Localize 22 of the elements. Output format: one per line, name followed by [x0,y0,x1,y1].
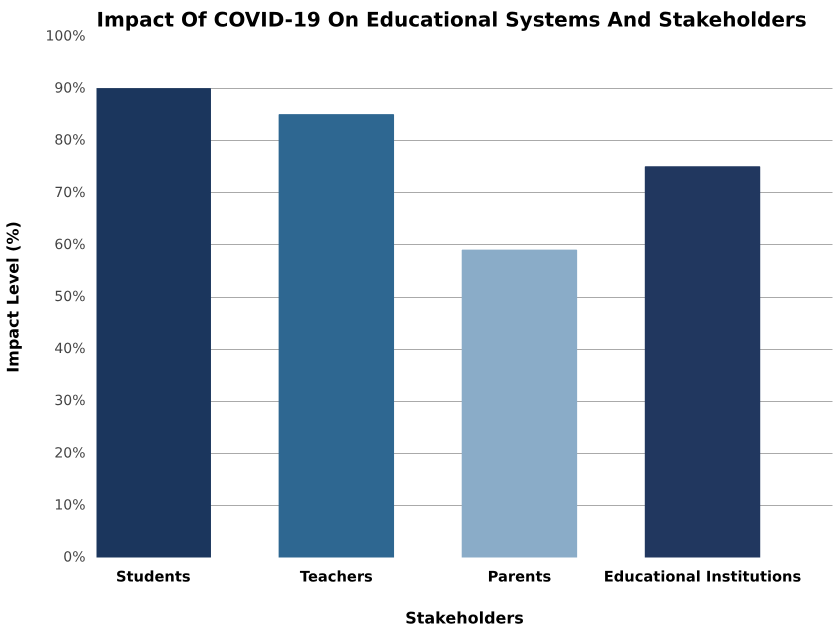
y-tick-label: 10% [54,497,86,514]
bar [96,88,211,558]
y-tick-label: 20% [54,445,86,462]
y-tick-label: 60% [54,236,86,253]
y-tick-label: 90% [54,80,86,97]
x-tick-label: Parents [488,568,552,586]
x-tick-label: Teachers [300,568,374,586]
y-axis-title: Impact Level (%) [3,221,22,373]
bar [644,166,760,558]
y-tick-label: 30% [54,393,86,410]
y-tick-label: 70% [54,184,86,201]
y-tick-label: 40% [54,341,86,358]
x-axis-title: Stakeholders [405,608,524,628]
y-tick-label: 80% [54,132,86,149]
bar [278,114,394,558]
y-tick-label: 50% [54,289,86,305]
bar [462,250,578,558]
x-tick-label: Educational Institutions [604,568,802,586]
x-tick-label: Students [116,568,191,586]
y-tick-label: 0% [63,550,86,566]
y-tick-label: 100% [45,28,86,44]
chart-title: Impact Of COVID-19 On Educational Systems And Stakeholders [96,8,807,32]
